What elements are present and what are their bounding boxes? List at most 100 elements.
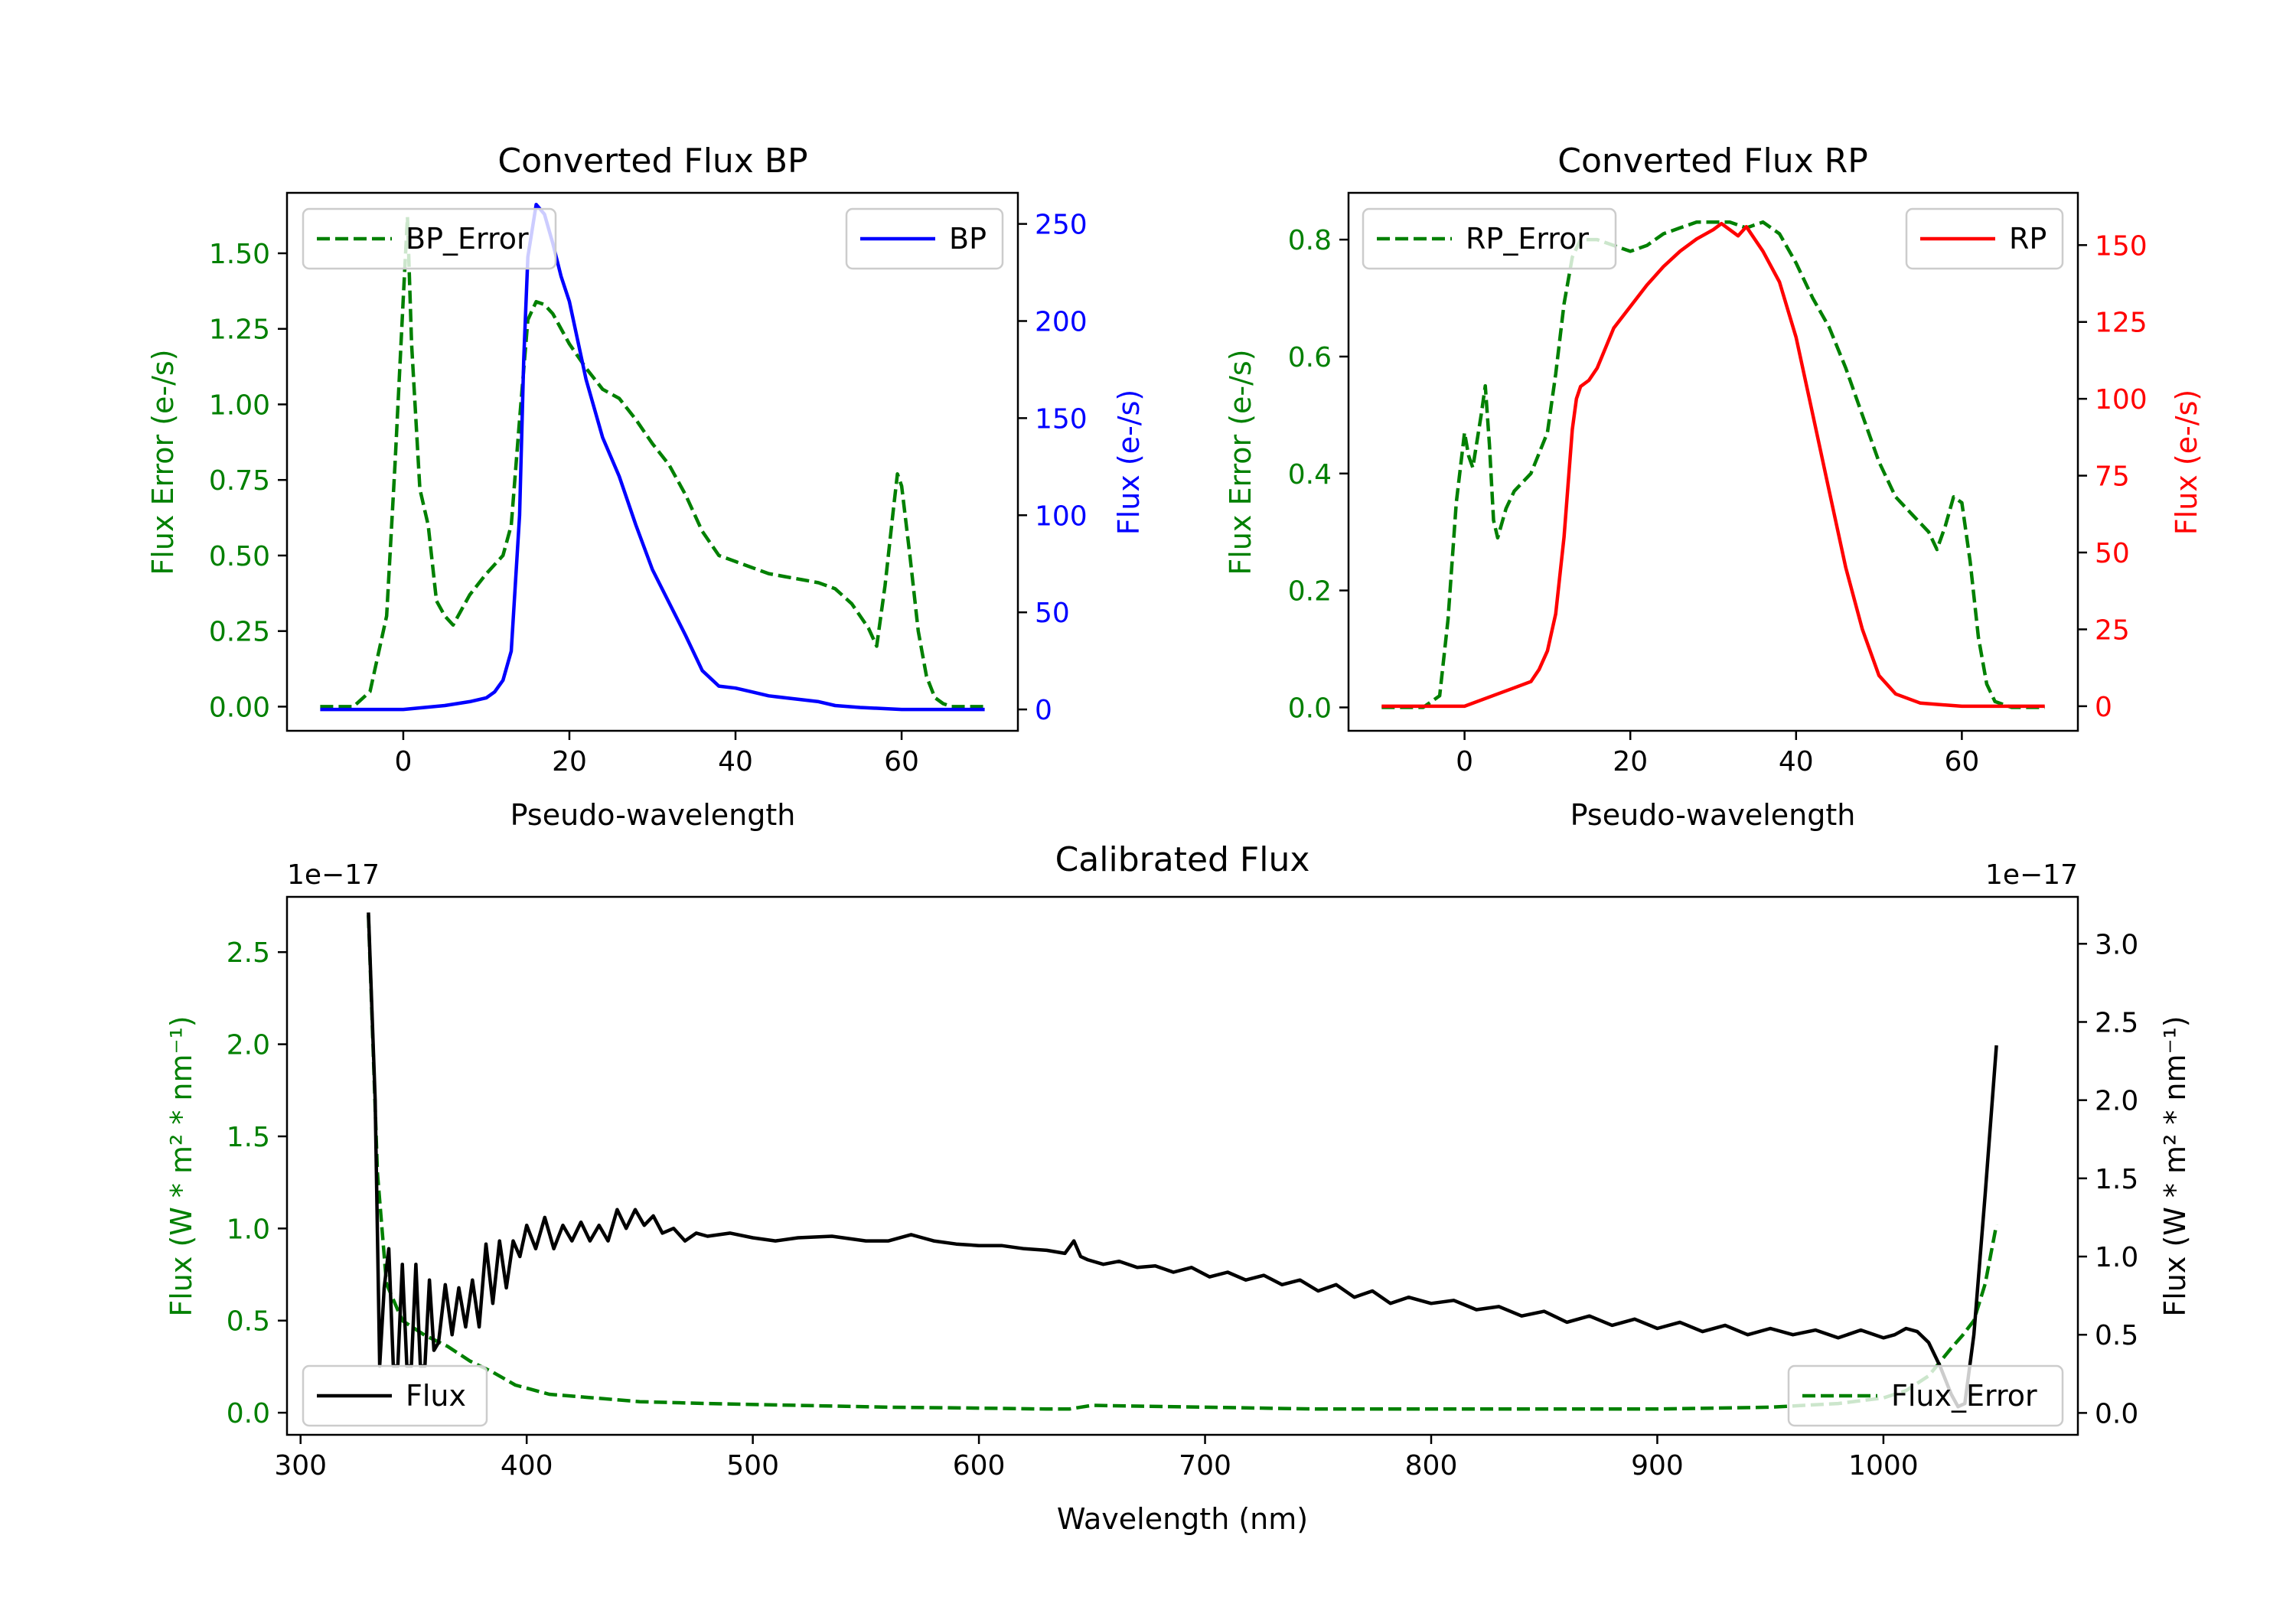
right-y-tick-label: 50	[1035, 598, 1070, 629]
x-tick-label: 60	[1944, 746, 1979, 777]
x-tick-label: 800	[1405, 1450, 1458, 1482]
bp-left-y-ticks: 0.00 0.25 0.50 0.75 1.00 1.25 1.50	[209, 239, 287, 723]
rp-flux-series	[1381, 221, 2045, 709]
right-y-tick-label: 2.0	[2095, 1086, 2138, 1117]
rp-panel: Converted Flux RP 0 20 40 60 0.00.20.40.60.…	[1224, 142, 2203, 832]
x-tick-label: 400	[501, 1450, 553, 1482]
left-y-tick-label: 0.6	[1288, 342, 1332, 373]
left-y-tick-label: 0.75	[209, 465, 270, 497]
x-tick-label: 40	[1779, 746, 1814, 777]
calibrated-title: Calibrated Flux	[1055, 840, 1310, 879]
left-y-tick-label: 2.0	[227, 1030, 270, 1061]
left-y-tick-label: 0.0	[227, 1398, 270, 1429]
right-y-tick-label: 0.5	[2095, 1320, 2138, 1351]
bp-x-axis-label: Pseudo-wavelength	[510, 798, 796, 832]
bp-line	[320, 202, 985, 712]
x-tick-label: 0	[394, 746, 412, 777]
rp-error-series	[1381, 220, 2045, 709]
left-y-tick-label: 0.50	[209, 541, 270, 572]
bp-flux-legend: BP	[845, 207, 1004, 270]
rp-plot-frame	[1347, 191, 2079, 732]
left-y-tick-label: 0.25	[209, 617, 270, 648]
rp-line	[1381, 221, 2045, 709]
right-y-tick-label: 100	[2095, 384, 2148, 416]
right-y-tick-label: 125	[2095, 308, 2148, 339]
rp-x-axis-label: Pseudo-wavelength	[1570, 798, 1856, 832]
right-y-tick-label: 50	[2095, 538, 2130, 569]
left-y-tick-label: 0.8	[1288, 225, 1332, 256]
left-y-tick-label: 1.0	[227, 1214, 270, 1245]
left-y-tick-label: 0.0	[1288, 693, 1332, 724]
rp-right-y-axis-label: Flux (e-/s)	[2170, 390, 2203, 535]
calibrated-left-offset: 1e−17	[287, 859, 380, 891]
rp-flux-legend: RP	[1905, 207, 2064, 270]
calibrated-left-y-axis-label: Flux (W * m² * nm⁻¹)	[165, 1015, 198, 1316]
flux-line	[367, 912, 1998, 1409]
right-y-tick-label: 200	[1035, 307, 1088, 338]
x-tick-label: 0	[1456, 746, 1473, 777]
bp-title: Converted Flux BP	[497, 142, 807, 181]
right-y-tick-label: 0.0	[2095, 1398, 2138, 1429]
bp-panel: Converted Flux BP 0 20 40 60 0.000.250.500.…	[146, 142, 1146, 832]
bp-error-legend-label: BP_Error	[406, 222, 529, 256]
right-y-tick-label: 75	[2095, 461, 2130, 493]
rp-x-ticks: 0 20 40 60	[1456, 731, 1979, 777]
x-tick-label: 900	[1631, 1450, 1684, 1482]
x-tick-label: 300	[274, 1450, 327, 1482]
x-tick-label: 700	[1179, 1450, 1231, 1482]
right-y-tick-label: 150	[2095, 230, 2148, 262]
right-y-tick-label: 1.5	[2095, 1164, 2138, 1195]
calibrated-error-legend-label: Flux_Error	[1891, 1379, 2037, 1413]
bp-x-ticks: 0 20 40 60	[394, 731, 919, 777]
left-y-tick-label: 0.2	[1288, 576, 1332, 608]
left-y-tick-label: 0.5	[227, 1306, 270, 1338]
right-y-tick-label: 250	[1035, 210, 1088, 241]
calibrated-right-y-axis-label: Flux (W * m² * nm⁻¹)	[2158, 1015, 2192, 1316]
calibrated-error-legend: Flux_Error	[1787, 1364, 2064, 1427]
bp-error-legend: BP_Error	[302, 207, 557, 270]
bp-error-series	[320, 215, 985, 709]
bp-flux-legend-label: BP	[949, 222, 987, 256]
x-tick-label: 20	[1613, 746, 1648, 777]
left-y-tick-label: 1.25	[209, 315, 270, 346]
right-y-tick-label: 150	[1035, 403, 1088, 435]
rp-error-legend-label: RP_Error	[1466, 222, 1589, 256]
bp-error-line	[320, 215, 985, 709]
right-y-tick-label: 0	[1035, 695, 1052, 726]
bp-left-y-axis-label: Flux Error (e-/s)	[146, 349, 180, 575]
calibrated-right-y-ticks: 0.0 0.5 1.0 1.5 2.0 2.5 3.0	[2078, 929, 2138, 1429]
x-tick-label: 600	[953, 1450, 1006, 1482]
calibrated-flux-legend-label: Flux	[406, 1379, 466, 1413]
calibrated-left-y-ticks: 0.0 0.5 1.0 1.5 2.0 2.5	[227, 937, 287, 1429]
calibrated-flux-series	[367, 912, 1998, 1409]
calibrated-flux-legend: Flux	[302, 1364, 488, 1427]
x-tick-label: 20	[552, 746, 587, 777]
right-y-tick-label: 0	[2095, 692, 2112, 723]
right-y-tick-label: 1.0	[2095, 1242, 2138, 1273]
left-y-tick-label: 1.00	[209, 390, 270, 421]
bp-plot-frame	[285, 191, 1019, 732]
left-y-tick-label: 0.4	[1288, 459, 1332, 491]
bp-right-y-axis-label: Flux (e-/s)	[1112, 390, 1146, 535]
left-y-tick-label: 2.5	[227, 937, 270, 969]
rp-title: Converted Flux RP	[1557, 142, 1868, 181]
calibrated-x-axis-label: Wavelength (nm)	[1057, 1502, 1308, 1536]
rp-left-y-ticks: 0.0 0.2 0.4 0.6 0.8	[1288, 225, 1349, 724]
calibrated-right-offset: 1e−17	[1985, 859, 2078, 891]
rp-error-legend: RP_Error	[1362, 207, 1617, 270]
calibrated-x-ticks: 300 400 500 600 700 800 900 1000	[274, 1435, 1919, 1482]
bp-right-y-ticks: 0 50 100 150 200 250	[1018, 210, 1088, 726]
left-y-tick-label: 1.50	[209, 239, 270, 270]
rp-right-y-ticks: 0 25 50 75 100 125 150	[2078, 230, 2148, 723]
bp-flux-series	[320, 202, 985, 712]
x-tick-label: 40	[718, 746, 753, 777]
right-y-tick-label: 2.5	[2095, 1007, 2138, 1038]
rp-left-y-axis-label: Flux Error (e-/s)	[1224, 349, 1257, 575]
x-tick-label: 500	[726, 1450, 779, 1482]
right-y-tick-label: 3.0	[2095, 929, 2138, 960]
calibrated-plot-frame	[285, 895, 2079, 1436]
calibrated-panel: Calibrated Flux 1e−17 1e−17 300 400 500 600…	[165, 840, 2192, 1536]
rp-flux-legend-label: RP	[2009, 222, 2047, 256]
left-y-tick-label: 0.00	[209, 692, 270, 723]
